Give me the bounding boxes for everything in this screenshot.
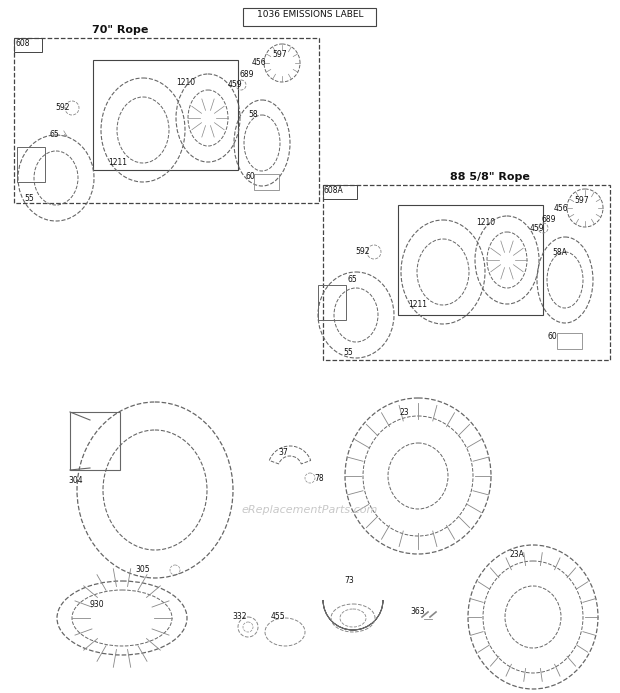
Text: 332: 332: [232, 612, 247, 621]
Text: 70" Rope: 70" Rope: [92, 25, 148, 35]
Text: 60: 60: [548, 332, 558, 341]
Text: 60: 60: [246, 172, 255, 181]
Text: 305: 305: [135, 565, 149, 574]
Text: 55: 55: [24, 194, 34, 203]
Text: 592: 592: [355, 247, 370, 256]
Text: 1210: 1210: [476, 218, 495, 227]
Text: 363: 363: [410, 607, 425, 616]
Text: 23: 23: [400, 408, 410, 417]
Bar: [14, 38, 319, 203]
Bar: [318, 285, 346, 320]
Text: 608A: 608A: [324, 186, 343, 195]
Text: 456: 456: [252, 58, 267, 67]
Bar: [14, 38, 42, 52]
Text: 689: 689: [542, 215, 557, 224]
Text: 73: 73: [344, 576, 354, 585]
Bar: [254, 174, 279, 190]
Text: 1211: 1211: [408, 300, 427, 309]
Text: 459: 459: [228, 80, 242, 89]
Text: 456: 456: [554, 204, 569, 213]
Text: 455: 455: [271, 612, 286, 621]
Bar: [323, 185, 357, 199]
Bar: [323, 185, 610, 360]
Bar: [398, 205, 543, 315]
Text: 65: 65: [50, 130, 60, 139]
Text: 1211: 1211: [108, 158, 127, 167]
Text: 78: 78: [314, 474, 324, 483]
Text: 689: 689: [240, 70, 254, 79]
Bar: [70, 412, 120, 470]
Text: 23A: 23A: [510, 550, 525, 559]
Text: 65: 65: [348, 275, 358, 284]
Text: 597: 597: [574, 196, 588, 205]
Text: 88 5/8" Rope: 88 5/8" Rope: [450, 172, 530, 182]
Text: 1036 EMISSIONS LABEL: 1036 EMISSIONS LABEL: [257, 10, 363, 19]
Text: 37: 37: [278, 448, 288, 457]
Text: 58: 58: [248, 110, 258, 119]
Text: 304: 304: [68, 476, 82, 485]
Text: 597: 597: [272, 50, 286, 59]
Wedge shape: [323, 600, 383, 630]
Bar: [557, 333, 582, 349]
Text: 930: 930: [90, 600, 105, 609]
Bar: [93, 60, 238, 170]
Text: 459: 459: [530, 224, 544, 233]
Text: 55: 55: [343, 348, 353, 357]
Bar: [243, 8, 376, 26]
Text: eReplacementParts.com: eReplacementParts.com: [242, 505, 378, 515]
Text: 1210: 1210: [176, 78, 195, 87]
Text: 592: 592: [55, 103, 69, 112]
Text: 608: 608: [15, 39, 30, 48]
Bar: [17, 147, 45, 182]
Text: 58A: 58A: [552, 248, 567, 257]
